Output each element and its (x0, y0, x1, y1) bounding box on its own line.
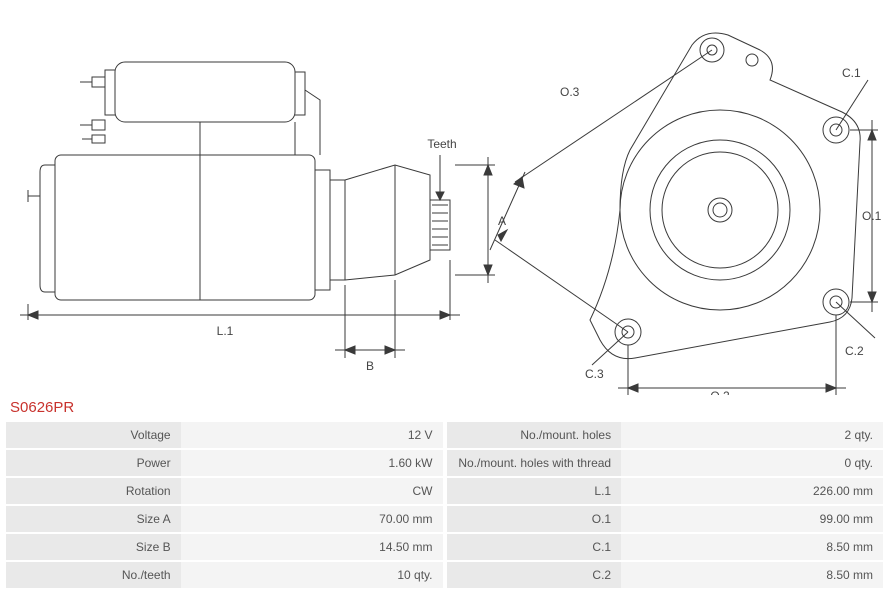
spec-row: L.1226.00 mm (447, 478, 884, 504)
spec-row: No./teeth10 qty. (6, 562, 443, 588)
spec-value: 70.00 mm (181, 506, 443, 532)
spec-row: Power1.60 kW (6, 450, 443, 476)
spec-value: 2 qty. (621, 422, 883, 448)
spec-value: 8.50 mm (621, 534, 883, 560)
spec-label: O.1 (447, 506, 622, 532)
spec-row: Voltage12 V (6, 422, 443, 448)
spec-value: 1.60 kW (181, 450, 443, 476)
spec-label: L.1 (447, 478, 622, 504)
label-a: A (498, 214, 506, 228)
diagram-svg: L.1 B A Teeth O.3 O.1 O.2 C.1 C.2 C.3 (0, 0, 889, 395)
spec-table: Voltage12 VPower1.60 kWRotationCWSize A7… (0, 422, 889, 588)
spec-label: No./mount. holes with thread (447, 450, 622, 476)
spec-value: 0 qty. (621, 450, 883, 476)
label-o2: O.2 (710, 389, 730, 395)
spec-value: 99.00 mm (621, 506, 883, 532)
spec-label: Size A (6, 506, 181, 532)
spec-value: 8.50 mm (621, 562, 883, 588)
spec-label: C.1 (447, 534, 622, 560)
spec-row: C.18.50 mm (447, 534, 884, 560)
label-l1: L.1 (217, 324, 234, 338)
spec-label: Voltage (6, 422, 181, 448)
spec-row: No./mount. holes with thread0 qty. (447, 450, 884, 476)
spec-row: RotationCW (6, 478, 443, 504)
label-c3: C.3 (585, 367, 604, 381)
spec-value: 226.00 mm (621, 478, 883, 504)
part-number: S0626PR (0, 395, 889, 422)
label-c2: C.2 (845, 344, 864, 358)
spec-label: No./teeth (6, 562, 181, 588)
spec-row: No./mount. holes2 qty. (447, 422, 884, 448)
spec-value: CW (181, 478, 443, 504)
spec-col-left: Voltage12 VPower1.60 kWRotationCWSize A7… (6, 422, 443, 588)
spec-label: No./mount. holes (447, 422, 622, 448)
spec-label: C.2 (447, 562, 622, 588)
label-o1: O.1 (862, 209, 882, 223)
spec-row: O.199.00 mm (447, 506, 884, 532)
spec-row: Size A70.00 mm (6, 506, 443, 532)
spec-label: Rotation (6, 478, 181, 504)
spec-value: 10 qty. (181, 562, 443, 588)
label-o3: O.3 (560, 85, 580, 99)
spec-col-right: No./mount. holes2 qty.No./mount. holes w… (447, 422, 884, 588)
label-c1: C.1 (842, 66, 861, 80)
spec-value: 12 V (181, 422, 443, 448)
technical-diagram: L.1 B A Teeth O.3 O.1 O.2 C.1 C.2 C.3 (0, 0, 889, 395)
label-b: B (366, 359, 374, 373)
spec-label: Power (6, 450, 181, 476)
spec-row: Size B14.50 mm (6, 534, 443, 560)
label-teeth: Teeth (427, 137, 456, 151)
spec-row: C.28.50 mm (447, 562, 884, 588)
spec-value: 14.50 mm (181, 534, 443, 560)
spec-label: Size B (6, 534, 181, 560)
